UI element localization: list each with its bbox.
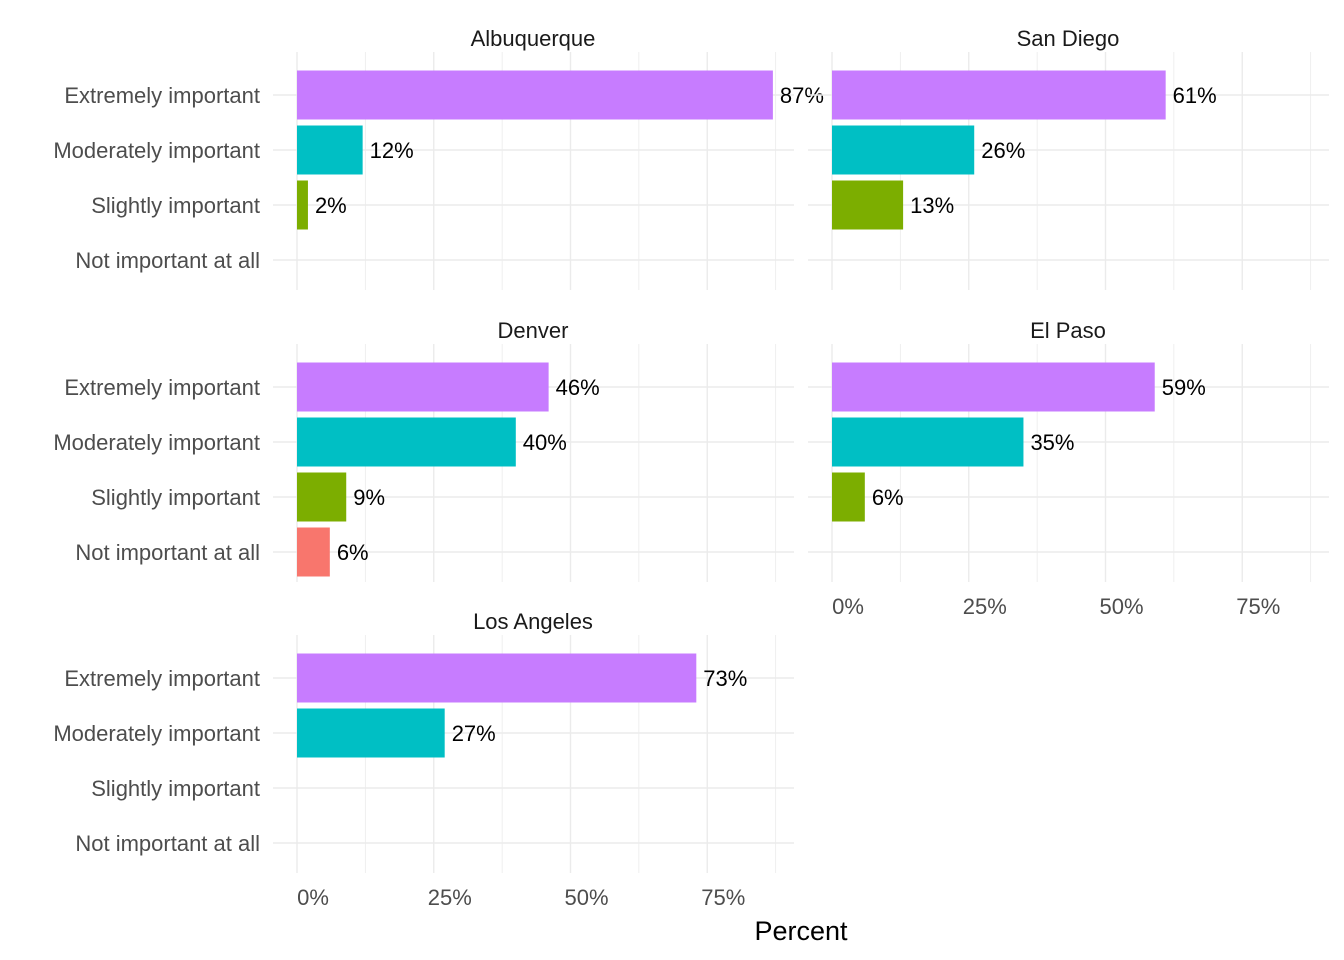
bar-extremely-important xyxy=(297,362,549,412)
facet-denver: Denver Extremely important Moderately impo… xyxy=(53,318,794,582)
category-label: Moderately important xyxy=(53,721,260,746)
x-tick-label: 0% xyxy=(297,885,329,910)
facet-san-diego: San Diego 61% 26% 13% xyxy=(808,26,1329,290)
category-label: Extremely important xyxy=(64,666,260,691)
facets-layer: Albuquerque Extremely important Moderately… xyxy=(53,26,1329,910)
category-label: Moderately important xyxy=(53,430,260,455)
bar-moderately-important xyxy=(297,125,363,175)
bar-not-important-at-all xyxy=(297,527,330,577)
x-tick-label: 75% xyxy=(1236,594,1280,619)
x-tick-label: 25% xyxy=(963,594,1007,619)
facet-title: Los Angeles xyxy=(473,609,593,634)
category-label: Not important at all xyxy=(75,831,260,856)
category-label: Extremely important xyxy=(64,83,260,108)
category-label: Moderately important xyxy=(53,138,260,163)
facet-title: Denver xyxy=(498,318,569,343)
facet-albuquerque: Albuquerque Extremely important Moderately… xyxy=(53,26,824,290)
data-label: 61% xyxy=(1173,83,1217,108)
x-tick-label: 50% xyxy=(1099,594,1143,619)
data-label: 13% xyxy=(910,193,954,218)
bar-slightly-important xyxy=(832,472,865,522)
x-tick-label: 25% xyxy=(428,885,472,910)
data-label: 73% xyxy=(703,666,747,691)
bar-slightly-important xyxy=(832,180,904,230)
category-label: Extremely important xyxy=(64,375,260,400)
bar-extremely-important xyxy=(832,362,1155,412)
category-label: Slightly important xyxy=(91,485,260,510)
data-label: 6% xyxy=(337,540,369,565)
bar-slightly-important xyxy=(297,472,347,522)
category-label: Slightly important xyxy=(91,776,260,801)
x-tick-label: 0% xyxy=(832,594,864,619)
x-tick-label: 75% xyxy=(701,885,745,910)
bar-extremely-important xyxy=(297,653,697,703)
facet-title: Albuquerque xyxy=(471,26,596,51)
data-label: 12% xyxy=(370,138,414,163)
data-label: 2% xyxy=(315,193,347,218)
facet-el-paso: El Paso 59% 35% 6% 0% 25% 50% 75% xyxy=(808,318,1329,619)
x-tick-label: 50% xyxy=(564,885,608,910)
x-axis-title: Percent xyxy=(754,916,848,946)
data-label: 46% xyxy=(556,375,600,400)
bar-slightly-important xyxy=(297,180,308,230)
category-label: Slightly important xyxy=(91,193,260,218)
bar-moderately-important xyxy=(297,708,445,758)
facet-title: San Diego xyxy=(1017,26,1120,51)
data-label: 6% xyxy=(872,485,904,510)
bar-moderately-important xyxy=(832,417,1024,467)
data-label: 9% xyxy=(353,485,385,510)
facet-los-angeles: Los Angeles Extremely important Moderately… xyxy=(53,609,794,910)
bar-moderately-important xyxy=(297,417,516,467)
data-label: 27% xyxy=(452,721,496,746)
facet-title: El Paso xyxy=(1030,318,1106,343)
bar-extremely-important xyxy=(297,70,773,120)
bar-moderately-important xyxy=(832,125,975,175)
data-label: 40% xyxy=(523,430,567,455)
category-label: Not important at all xyxy=(75,248,260,273)
data-label: 59% xyxy=(1162,375,1206,400)
data-label: 35% xyxy=(1030,430,1074,455)
data-label: 26% xyxy=(981,138,1025,163)
category-label: Not important at all xyxy=(75,540,260,565)
bar-extremely-important xyxy=(832,70,1166,120)
